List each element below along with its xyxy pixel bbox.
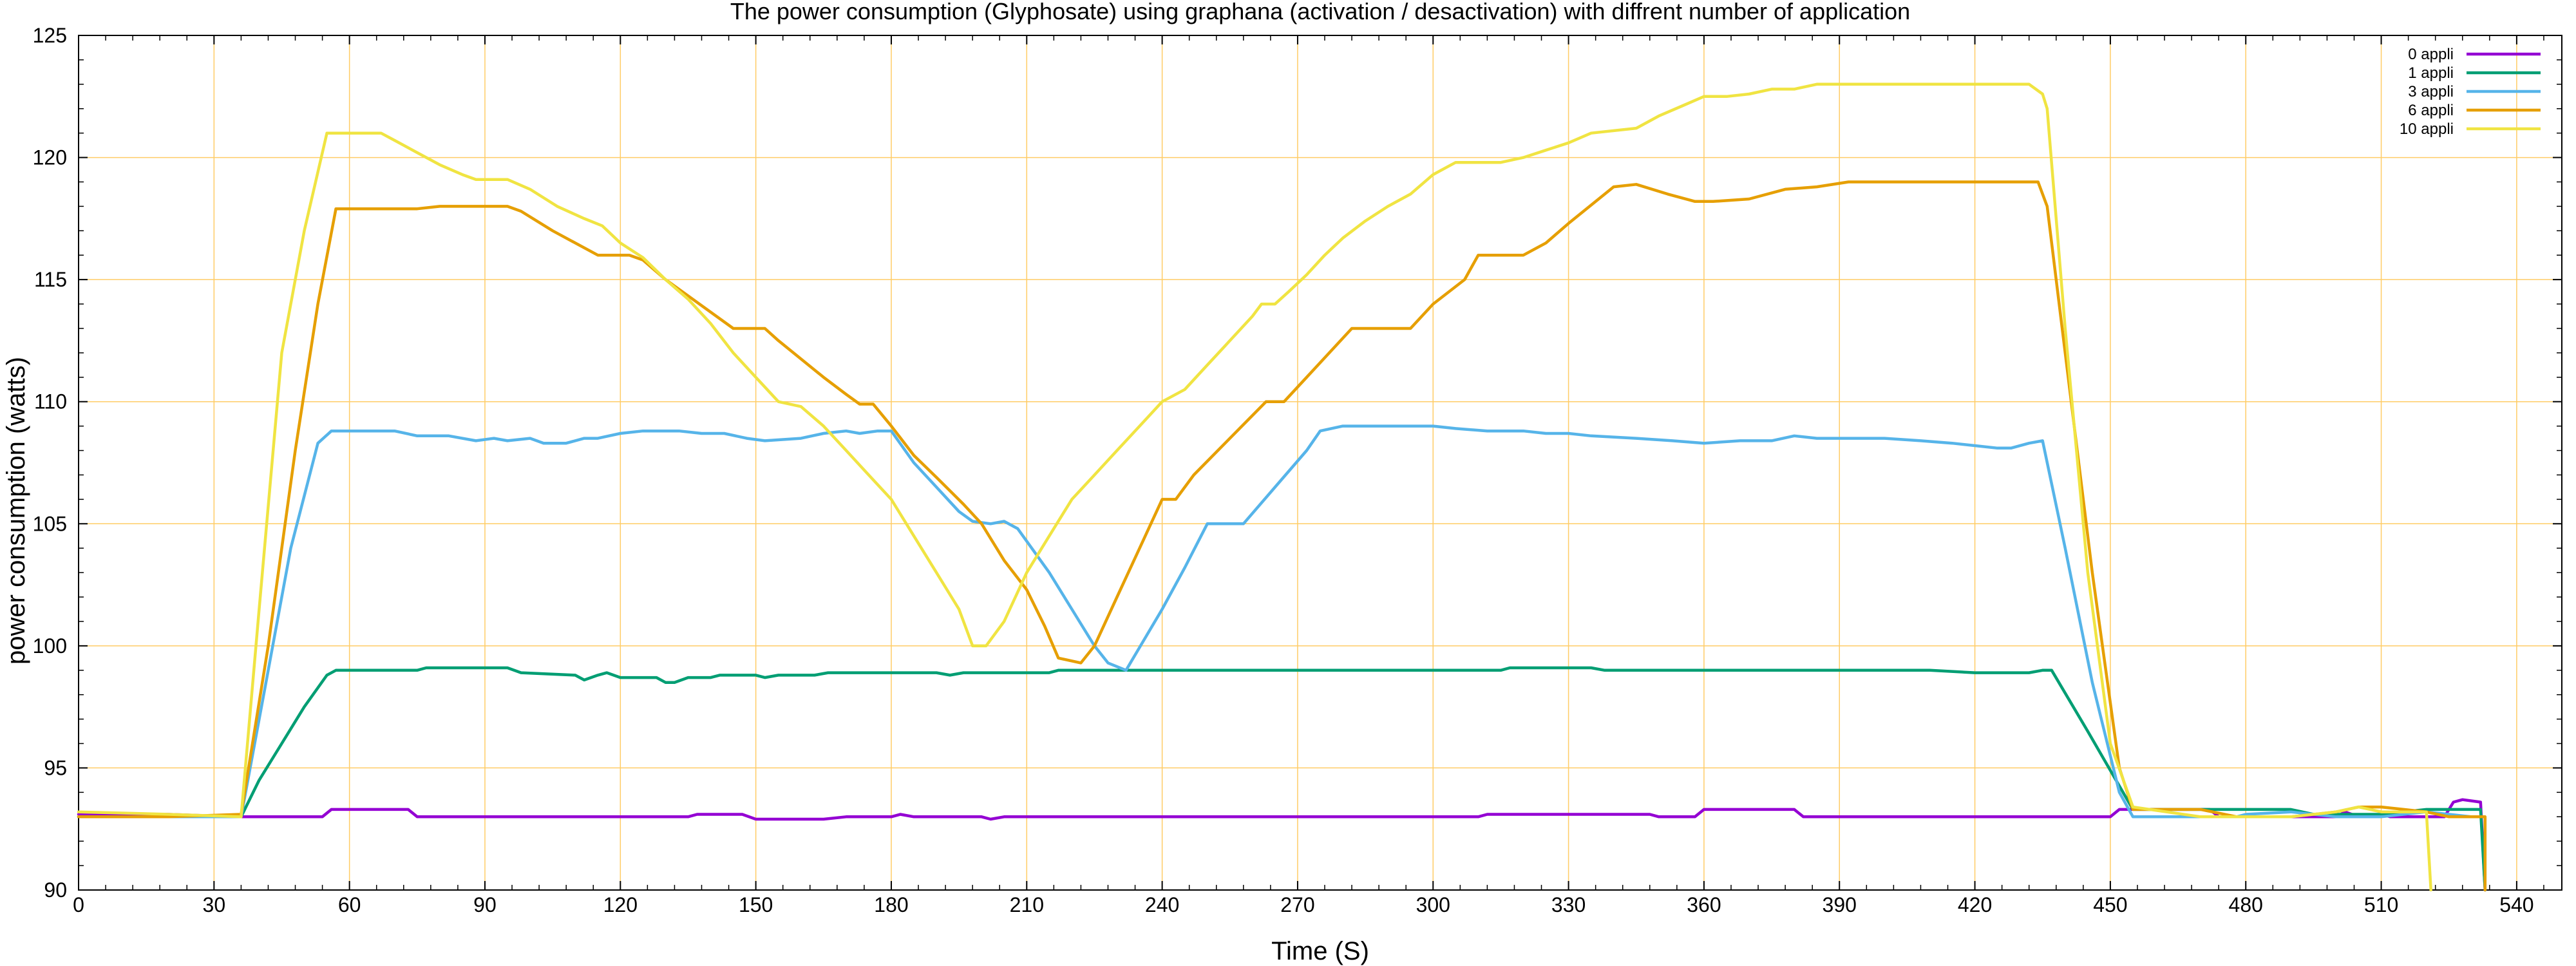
legend-label-0-appli: 0 appli: [2408, 46, 2454, 63]
legend-label-3-appli: 3 appli: [2408, 83, 2454, 100]
y-tick-label: 125: [33, 24, 67, 47]
series-line-10-appli: [77, 82, 2432, 892]
x-tick-label: 390: [1823, 893, 1857, 916]
y-tick-label: 110: [34, 390, 67, 413]
grid: [79, 35, 2562, 890]
y-tick-label: 115: [34, 268, 67, 291]
series-line-6-appli: [77, 180, 2487, 892]
x-tick-label: 30: [203, 893, 226, 916]
series-line-1-appli: [77, 666, 2487, 892]
x-tick-label: 450: [2093, 893, 2127, 916]
series-line-3-appli: [77, 424, 2487, 892]
legend-label-6-appli: 6 appli: [2408, 102, 2454, 119]
x-tick-label: 270: [1280, 893, 1314, 916]
y-tick-label: 105: [33, 512, 67, 535]
y-axis-label: power consumption (watts): [2, 357, 30, 665]
x-tick-label: 420: [1958, 893, 1992, 916]
axes: 0 30 60 90 120 150 180 210 240 270 300 330 360 390 420…: [33, 24, 2562, 916]
x-tick-label: 300: [1416, 893, 1450, 916]
x-tick-label: 360: [1687, 893, 1721, 916]
legend-label-10-appli: 10 appli: [2400, 120, 2454, 138]
x-axis-label: Time (S): [1271, 937, 1369, 965]
chart-title: The power consumption (Glyphosate) using…: [730, 0, 1910, 24]
x-tick-label: 120: [603, 893, 638, 916]
x-tick-label: 0: [73, 893, 84, 916]
x-tick-label: 90: [473, 893, 497, 916]
x-tick-label: 180: [874, 893, 908, 916]
series-lines: [77, 82, 2487, 892]
x-tick-label: 150: [739, 893, 773, 916]
x-tick-label: 210: [1010, 893, 1044, 916]
x-tick-label: 330: [1551, 893, 1586, 916]
plot-border: [78, 35, 2562, 891]
y-tick-label: 90: [44, 878, 67, 902]
legend-label-1-appli: 1 appli: [2408, 64, 2454, 82]
y-tick-label: 95: [44, 756, 67, 779]
x-tick-label: 540: [2499, 893, 2533, 916]
x-tick-label: 510: [2364, 893, 2398, 916]
y-tick-label: 100: [33, 634, 67, 658]
x-tick-label: 60: [338, 893, 361, 916]
x-tick-label: 480: [2229, 893, 2263, 916]
y-tick-label: 120: [33, 146, 67, 169]
x-tick-label: 240: [1145, 893, 1179, 916]
